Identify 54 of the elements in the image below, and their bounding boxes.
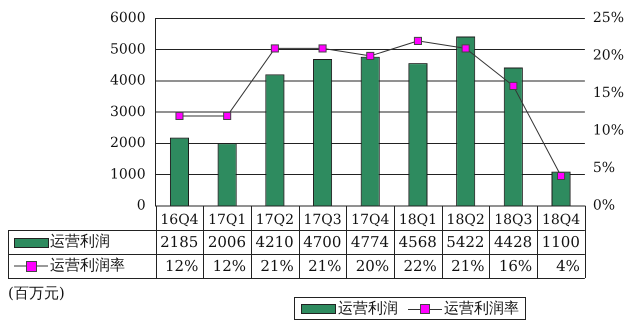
data-label: 21% — [260, 256, 294, 275]
point — [175, 112, 184, 120]
data-label: 4% — [556, 256, 580, 275]
x-tick-label: 17Q3 — [303, 212, 342, 228]
point — [223, 112, 232, 120]
y2-tick-label: 10% — [592, 122, 624, 139]
point — [270, 44, 279, 52]
y-tick-label: 5000 — [110, 41, 146, 58]
y2-tick-label: 0% — [592, 198, 616, 214]
data-label: 12% — [212, 256, 246, 275]
data-label: 21% — [308, 256, 342, 275]
x-tick-label: 18Q3 — [494, 212, 532, 228]
text: 运营利润 — [338, 299, 398, 317]
point — [366, 52, 374, 60]
point — [509, 82, 518, 90]
data-label: 4210 — [256, 232, 294, 251]
legend-label: 运营利润率 — [50, 256, 125, 274]
y2-tick-label: 5% — [592, 160, 616, 176]
text: 运营利润率 — [444, 299, 519, 317]
x-tick-label: 16Q4 — [160, 212, 199, 228]
x-tick-label: 17Q1 — [208, 212, 246, 228]
x-tick-label: 18Q2 — [446, 212, 485, 228]
data-label: 2185 — [160, 232, 198, 251]
y-tick-label: 6000 — [110, 10, 146, 26]
y-tick-label: 4000 — [110, 72, 146, 89]
text: (百万元) — [8, 284, 65, 302]
x-tick-label: 18Q1 — [398, 212, 438, 228]
data-label: 16% — [498, 256, 532, 275]
y-tick-label: 2000 — [110, 135, 146, 152]
data-label: 5422 — [446, 232, 484, 251]
y-tick-label: 0 — [136, 198, 146, 214]
data-label: 2006 — [208, 232, 246, 251]
x-tick-label: 17Q4 — [351, 212, 390, 228]
point — [318, 44, 327, 52]
x-tick-label: 17Q2 — [256, 212, 294, 228]
data-label: 4568 — [398, 232, 437, 251]
y2-tick-label: 25% — [592, 10, 624, 26]
data-label: 1100 — [542, 232, 580, 251]
data-label: 4700 — [303, 232, 342, 251]
x-tick-label: 18Q4 — [542, 212, 580, 228]
data-label: 21% — [451, 256, 484, 275]
data-label: 4774 — [350, 232, 390, 251]
point — [462, 44, 470, 52]
y2-tick-label: 15% — [592, 85, 624, 102]
point — [414, 36, 422, 45]
y2-tick-label: 20% — [592, 48, 624, 64]
point — [557, 172, 566, 180]
data-label: 20% — [356, 256, 390, 275]
data-label: 4428 — [494, 232, 532, 251]
y-tick-label: 1000 — [110, 166, 146, 182]
y-tick-label: 3000 — [110, 104, 146, 120]
data-label: 22% — [403, 256, 437, 275]
data-label: 12% — [164, 256, 198, 275]
legend-label: 运营利润 — [50, 232, 110, 250]
